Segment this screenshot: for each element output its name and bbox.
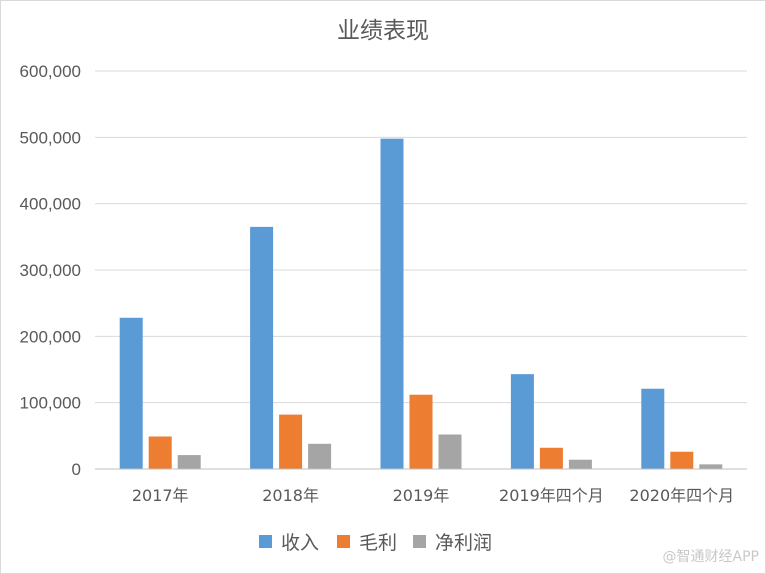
bar-净利润 xyxy=(308,443,332,469)
x-axis-categories: 2017年 2018年 2019年 2019年四个月 2020年四个月 xyxy=(132,486,734,505)
legend-swatch xyxy=(337,535,350,548)
y-tick-label: 300,000 xyxy=(20,261,81,280)
x-category-label: 2019年四个月 xyxy=(499,486,604,505)
y-tick-label: 600,000 xyxy=(20,62,81,81)
legend-swatch xyxy=(259,535,272,548)
bar-净利润 xyxy=(438,434,462,469)
bar-毛利 xyxy=(279,414,303,469)
x-category-label: 2017年 xyxy=(132,486,189,505)
y-tick-label: 0 xyxy=(72,460,81,479)
chart-title: 业绩表现 xyxy=(337,18,429,44)
bar-收入 xyxy=(380,138,404,469)
bar-毛利 xyxy=(539,447,563,469)
watermark: @智通财经APP xyxy=(663,549,759,565)
y-axis-ticks: 0 100,000 200,000 300,000 400,000 500,000 600,… xyxy=(20,62,81,479)
x-category-label: 2020年四个月 xyxy=(629,486,734,505)
bars xyxy=(119,138,723,469)
y-tick-label: 400,000 xyxy=(20,195,81,214)
legend: 收入 毛利 净利润 xyxy=(259,532,492,554)
bar-收入 xyxy=(119,317,143,469)
bar-收入 xyxy=(641,388,665,469)
bar-净利润 xyxy=(568,459,592,469)
bar-毛利 xyxy=(148,436,172,469)
bar-净利润 xyxy=(699,464,723,469)
bar-毛利 xyxy=(409,394,433,469)
y-tick-label: 100,000 xyxy=(20,394,81,413)
bar-收入 xyxy=(510,374,534,469)
x-category-label: 2019年 xyxy=(393,486,450,505)
legend-label: 毛利 xyxy=(359,532,397,554)
bar-毛利 xyxy=(670,451,694,469)
x-category-label: 2018年 xyxy=(262,486,319,505)
y-tick-label: 500,000 xyxy=(20,128,81,147)
legend-swatch xyxy=(413,535,426,548)
bar-收入 xyxy=(250,226,274,469)
y-tick-label: 200,000 xyxy=(20,327,81,346)
gridlines xyxy=(95,70,747,404)
legend-label: 净利润 xyxy=(435,532,492,554)
legend-label: 收入 xyxy=(281,532,319,554)
bar-净利润 xyxy=(177,455,201,469)
